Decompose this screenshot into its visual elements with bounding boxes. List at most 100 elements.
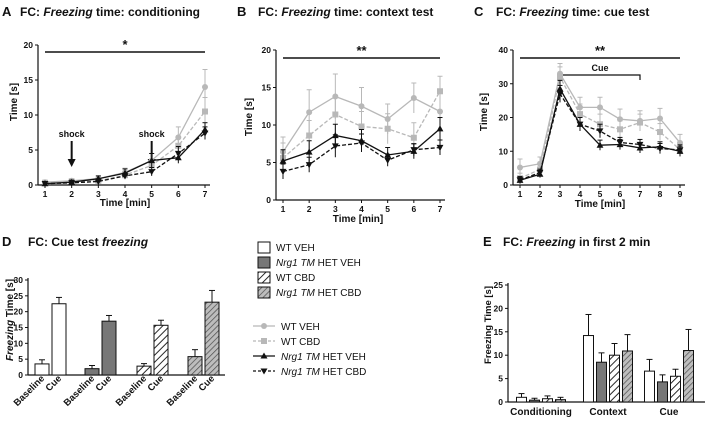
title-b: FC: Freezing time: context test [258, 5, 433, 19]
pb-ytick-label: 5 [266, 158, 271, 168]
pb-ytick-label: 0 [266, 195, 271, 205]
plot-a: 0 5 10 15 20 1 2 3 4 5 6 7 * shock shock [24, 37, 210, 199]
title-a: FC: Freezing time: conditioning [20, 5, 200, 19]
pb-point-wt-cbd [410, 134, 417, 141]
legend-line-label-4: Nrg1 TM HET CBD [281, 367, 366, 378]
pa-ytick-label: 5 [28, 145, 33, 155]
pb-point-nrg1-cbd [384, 157, 392, 164]
pa-point-nrg1-cbd [94, 178, 102, 186]
pd-category-label: Baseline [114, 373, 149, 408]
pa-point-wt-cbd [202, 108, 208, 115]
pa-ytick-label: 0 [28, 180, 33, 190]
pd-category-label: Cue [146, 373, 166, 393]
pe-bar-wt-veh [583, 335, 594, 403]
legend-swatch-wt-veh [257, 241, 271, 254]
pe-bar-nrg1-cbd [622, 350, 633, 403]
pc-point-nrg1-cbd [576, 121, 584, 128]
pb-point-nrg1-cbd [331, 143, 339, 150]
ylabel-d: Freezing Time [s] [5, 279, 16, 361]
pe-bar-wt-veh [644, 370, 655, 403]
pe-ytick-label: 0 [498, 397, 503, 407]
legend-bar-label-3: WT CBD [276, 273, 315, 284]
pe-bar-wt-cbd [609, 354, 620, 403]
legend-line-label-2: WT CBD [281, 337, 320, 348]
pa-xtick-label: 1 [43, 189, 48, 199]
pb-point-nrg1-veh [305, 148, 313, 155]
pa-xtick-label: 7 [203, 189, 208, 199]
pc-xtick-label: 9 [678, 189, 683, 199]
pd-ytick-label: 15 [14, 323, 24, 333]
pc-ytick-label: 0 [503, 180, 508, 190]
pb-ytick-label: 20 [262, 45, 272, 55]
pc-ytick-label: 40 [499, 45, 509, 55]
pb-point-wt-cbd [437, 88, 443, 95]
ylabel-b: Time [s] [244, 98, 255, 136]
pc-significance-label: ** [595, 43, 606, 58]
pe-bar-wt-cbd [670, 375, 681, 403]
pc-point-nrg1-cbd [556, 91, 564, 98]
legend-line-label-3: Nrg1 TM HET VEH [281, 352, 366, 363]
pd-category-label: Baseline [12, 373, 47, 408]
pe-bar-wt-cbd [542, 398, 553, 403]
pb-point-nrg1-cbd [279, 168, 287, 176]
pb-point-wt-veh [410, 95, 417, 101]
pe-bar-nrg1-veh [529, 399, 540, 403]
legend-swatch-nrg1-veh [257, 256, 271, 269]
title-d: FC: Cue test freezing [28, 235, 149, 249]
pc-point-wt-cbd [577, 111, 583, 118]
pb-point-wt-cbd [384, 125, 391, 132]
pb-point-wt-cbd [306, 132, 313, 139]
pe-ytick-label: 5 [498, 374, 503, 384]
pa-point-wt-veh [202, 84, 208, 90]
panel-letter-d: D [2, 234, 11, 249]
pb-point-wt-cbd [358, 123, 365, 130]
pb-point-nrg1-cbd [436, 144, 444, 152]
pd-ytick-label: 10 [14, 338, 24, 348]
pc-point-nrg1-cbd [596, 128, 604, 135]
pa-xtick-label: 2 [69, 189, 74, 199]
title-c: FC: Freezing time: cue test [496, 5, 649, 19]
panel-letter-c: C [474, 4, 484, 19]
pc-ytick-label: 20 [499, 113, 509, 123]
pc-point-wt-cbd [657, 129, 663, 136]
pa-shock-label: shock [59, 129, 86, 139]
pc-xtick-label: 2 [538, 189, 543, 199]
pc-point-nrg1-cbd [676, 147, 684, 154]
pc-cue-label: Cue [591, 63, 608, 73]
pc-xtick-label: 6 [618, 189, 623, 199]
pc-point-wt-cbd [617, 126, 623, 133]
pa-significance-label: * [122, 37, 128, 52]
pe-bar-nrg1-cbd [555, 399, 566, 403]
pb-point-nrg1-cbd [305, 162, 313, 169]
pb-significance-label: ** [356, 43, 367, 58]
pc-point-nrg1-veh [596, 141, 604, 148]
pb-ytick-label: 10 [262, 120, 272, 130]
pa-xtick-label: 5 [149, 189, 154, 199]
pc-point-nrg1-cbd [656, 145, 664, 153]
pd-category-label: Baseline [165, 373, 200, 408]
xlabel-a: Time [min] [100, 198, 150, 209]
pc-xtick-label: 3 [558, 189, 563, 199]
pd-bar-wt-cbd-baseline [136, 365, 152, 376]
pb-point-nrg1-cbd [410, 147, 418, 154]
legend-lines: WT VEH WT CBD Nrg1 TM HET VEH Nrg1 TM HE… [253, 322, 366, 378]
pa-ytick-label: 15 [24, 75, 34, 85]
pc-point-wt-cbd [637, 119, 643, 126]
pc-point-wt-cbd [557, 74, 563, 80]
pa-point-nrg1-cbd [174, 150, 182, 158]
pa-point-nrg1-cbd [68, 180, 76, 187]
pe-ytick-label: 15 [494, 327, 504, 337]
pc-xtick-label: 4 [578, 189, 583, 199]
pa-xtick-label: 4 [123, 189, 128, 199]
pe-bar-nrg1-cbd [683, 350, 694, 403]
pd-ytick-label: 30 [14, 275, 24, 285]
pc-point-wt-veh [517, 164, 523, 171]
title-e: FC: Freezing in first 2 min [503, 235, 650, 249]
pb-xtick-label: 1 [281, 204, 286, 214]
pe-category-label: Context [589, 407, 627, 418]
pe-ytick-label: 20 [494, 303, 504, 313]
pd-ytick-label: 25 [14, 291, 24, 301]
pa-point-wt-cbd [175, 142, 182, 149]
legend-line-label-1: WT VEH [281, 322, 320, 333]
legend-bar-label-1: WT VEH [276, 243, 315, 254]
